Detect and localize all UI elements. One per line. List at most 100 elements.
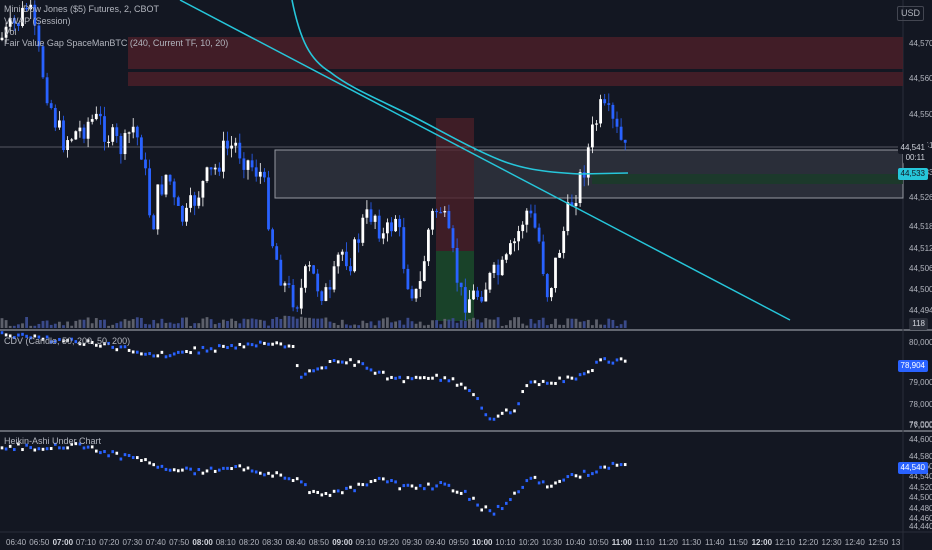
volume-bar xyxy=(148,324,151,328)
cvd-dot xyxy=(213,349,217,353)
ha-dot xyxy=(345,486,348,490)
ha-dot xyxy=(570,473,574,477)
ha-dot xyxy=(582,469,586,473)
candle-body xyxy=(357,239,361,243)
cvd-dot xyxy=(459,382,463,386)
volume-bar xyxy=(135,317,139,328)
ha-dot xyxy=(250,469,254,473)
cvd-dot xyxy=(295,364,299,368)
ha-dot xyxy=(201,471,205,475)
ha-dot xyxy=(254,470,258,474)
volume-bar xyxy=(222,319,225,328)
volume-bar xyxy=(595,319,598,328)
volume-bar xyxy=(427,324,430,328)
candle-body xyxy=(541,241,545,275)
candle-body xyxy=(427,229,430,262)
ha-dot xyxy=(238,464,242,468)
price-axis-tick: 44,494 xyxy=(909,306,932,315)
volume-bar xyxy=(578,321,582,328)
candle-body xyxy=(488,272,492,290)
candle-body xyxy=(365,209,369,218)
candle-body xyxy=(250,160,254,168)
cvd-dot xyxy=(254,344,258,348)
time-axis-tick: 07:30 xyxy=(122,538,143,547)
volume-bar xyxy=(12,325,16,328)
volume-bar xyxy=(340,319,344,328)
volume-bar xyxy=(82,319,86,328)
cvd-dot xyxy=(591,369,594,373)
ha-panel-title[interactable]: Heikin-Ashi Under Chart xyxy=(4,436,102,446)
cvd-dot xyxy=(546,381,549,385)
indicator-vwap-label[interactable]: VWAP (Session) xyxy=(4,16,71,26)
time-axis-tick: 08:40 xyxy=(285,538,306,547)
ha-dot xyxy=(390,478,393,482)
current-price-tag: 44,541 xyxy=(897,142,928,154)
cvd-dot xyxy=(443,376,447,380)
candle-body xyxy=(537,227,541,242)
candle-body xyxy=(164,174,168,195)
volume-bar xyxy=(213,324,217,328)
candle-body xyxy=(156,184,160,230)
ha-dot xyxy=(455,490,459,494)
cvd-dot xyxy=(189,351,192,355)
cvd-dot xyxy=(578,373,582,377)
volume-bar xyxy=(168,322,172,328)
symbol-title[interactable]: Mini Dow Jones ($5) Futures, 2, CBOT xyxy=(4,4,160,14)
candle-body xyxy=(62,120,65,151)
ha-dot xyxy=(320,493,324,497)
volume-bar xyxy=(62,325,65,328)
cvd-dot xyxy=(324,366,328,370)
time-axis-tick: 10:20 xyxy=(518,538,539,547)
ha-dot xyxy=(521,485,524,489)
volume-bar xyxy=(66,321,69,328)
ha-dot xyxy=(578,475,582,479)
indicator-fvg-label[interactable]: Fair Value Gap SpaceManBTC (240, Current… xyxy=(4,38,229,48)
time-axis-tick: 12:20 xyxy=(798,538,819,547)
cvd-dot xyxy=(218,344,221,348)
indicator-vol-label[interactable]: Vol xyxy=(4,27,17,37)
volume-bar xyxy=(115,323,119,328)
cvd-dot xyxy=(316,367,319,371)
cvd-dot xyxy=(398,375,401,379)
volume-bar xyxy=(336,325,340,328)
candle-body xyxy=(402,227,406,269)
cvd-panel-title[interactable]: CDV (Candle, 50, 200, 50, 200) xyxy=(4,336,131,346)
cvd-dot xyxy=(607,360,611,364)
volume-bar xyxy=(390,322,393,328)
cvd-dot xyxy=(201,345,205,349)
ha-dot xyxy=(70,442,73,446)
candle-body xyxy=(291,285,295,308)
time-axis-tick: 11:20 xyxy=(658,538,678,547)
candle-body xyxy=(582,172,586,178)
cvd-dot xyxy=(423,376,426,380)
currency-button[interactable]: USD xyxy=(896,6,924,21)
volume-tag: 118 xyxy=(909,318,928,330)
candle-body xyxy=(623,139,627,143)
ha-dot xyxy=(197,468,201,472)
cvd-dot xyxy=(349,358,352,362)
ha-dot xyxy=(459,491,463,495)
cvd-dot xyxy=(320,366,324,370)
candle-body xyxy=(611,104,615,119)
ha-dot xyxy=(226,466,229,470)
cvd-dot xyxy=(394,376,397,380)
cvd-dot xyxy=(464,386,467,390)
volume-bar xyxy=(21,323,24,328)
ha-dot xyxy=(177,469,180,473)
time-axis-tick: 12:40 xyxy=(844,538,865,547)
ha-dot xyxy=(341,491,344,495)
cvd-dot xyxy=(156,354,160,358)
volume-bar xyxy=(513,317,516,328)
ha-dot xyxy=(541,480,545,484)
ha-dot xyxy=(8,444,12,448)
cvd-dot xyxy=(582,372,586,376)
volume-bar xyxy=(4,320,8,328)
fvg-zone-green xyxy=(592,174,903,184)
ha-dot xyxy=(304,483,307,487)
volume-bar xyxy=(558,324,561,328)
ha-dot xyxy=(246,466,250,470)
time-axis-tick: 11:40 xyxy=(705,538,725,547)
candle-body xyxy=(238,142,242,159)
